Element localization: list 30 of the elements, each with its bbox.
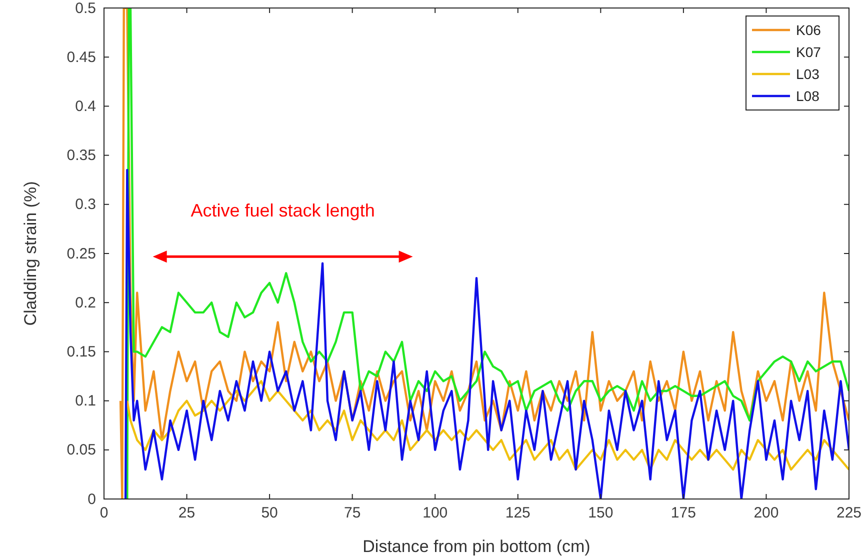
y-tick-label: 0.5 <box>75 0 96 17</box>
x-tick-label: 125 <box>505 504 530 522</box>
y-tick-label: 0.2 <box>75 294 96 312</box>
y-tick-label: 0.45 <box>66 48 96 66</box>
line-series <box>124 168 849 499</box>
legend-label: K06 <box>796 22 822 38</box>
x-tick-label: 225 <box>836 504 862 522</box>
line-series <box>126 380 849 471</box>
x-tick-label: 0 <box>100 504 108 522</box>
y-tick-label: 0.3 <box>75 196 96 214</box>
y-axis-title: Cladding strain (%) <box>21 181 40 326</box>
y-tick-label: 0.35 <box>66 147 96 164</box>
x-tick-label: 100 <box>422 504 448 522</box>
x-tick-label: 200 <box>754 504 779 522</box>
legend-label: L03 <box>796 66 820 82</box>
y-tick-label: 0.25 <box>66 245 96 262</box>
legend-label: L08 <box>796 88 820 104</box>
x-tick-label: 50 <box>261 504 278 522</box>
x-axis-title: Distance from pin bottom (cm) <box>362 537 590 556</box>
x-tick-label: 75 <box>344 504 361 522</box>
y-tick-label: 0.05 <box>66 442 96 459</box>
legend-label: K07 <box>796 44 822 60</box>
y-tick-label: 0.4 <box>75 98 96 115</box>
x-tick-label: 150 <box>588 504 614 522</box>
x-tick-label: 175 <box>670 504 696 522</box>
y-tick-label: 0 <box>88 490 96 508</box>
x-tick-label: 25 <box>178 504 196 522</box>
y-tick-label: 0.1 <box>75 392 96 410</box>
annotation: Active fuel stack length <box>190 200 375 221</box>
y-tick-label: 0.15 <box>66 344 96 360</box>
